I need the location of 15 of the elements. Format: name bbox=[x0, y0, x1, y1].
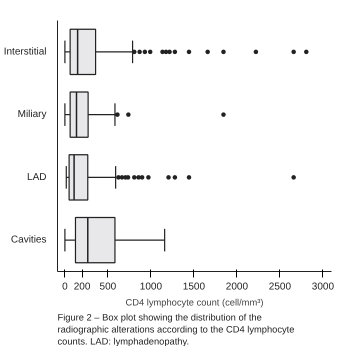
y-tick-label: Cavities bbox=[10, 234, 47, 246]
x-tick-label: 1500 bbox=[182, 282, 206, 292]
x-axis-title: CD4 lymphocyte count (cell/mm³) bbox=[126, 298, 264, 308]
y-tick-label: Interstitial bbox=[4, 46, 47, 58]
x-tick-label: 0 bbox=[62, 282, 68, 292]
x-tick-label: 3000 bbox=[312, 282, 334, 292]
x-tick-label: 2000 bbox=[226, 282, 248, 292]
text: radiographic alterations according to the CD4 lymphocyte bbox=[58, 324, 294, 334]
x-tick-label: 1000 bbox=[140, 282, 162, 292]
x-tick-label: 2500 bbox=[268, 282, 292, 292]
x-tick-label: 500 bbox=[100, 282, 117, 292]
y-tick-label: LAD bbox=[27, 172, 46, 183]
x-tick-label: 200 bbox=[74, 282, 91, 292]
caption: Figure 2 – Box plot showing the distribution of the bbox=[58, 312, 262, 322]
y-tick-label: Miliary bbox=[18, 109, 47, 120]
